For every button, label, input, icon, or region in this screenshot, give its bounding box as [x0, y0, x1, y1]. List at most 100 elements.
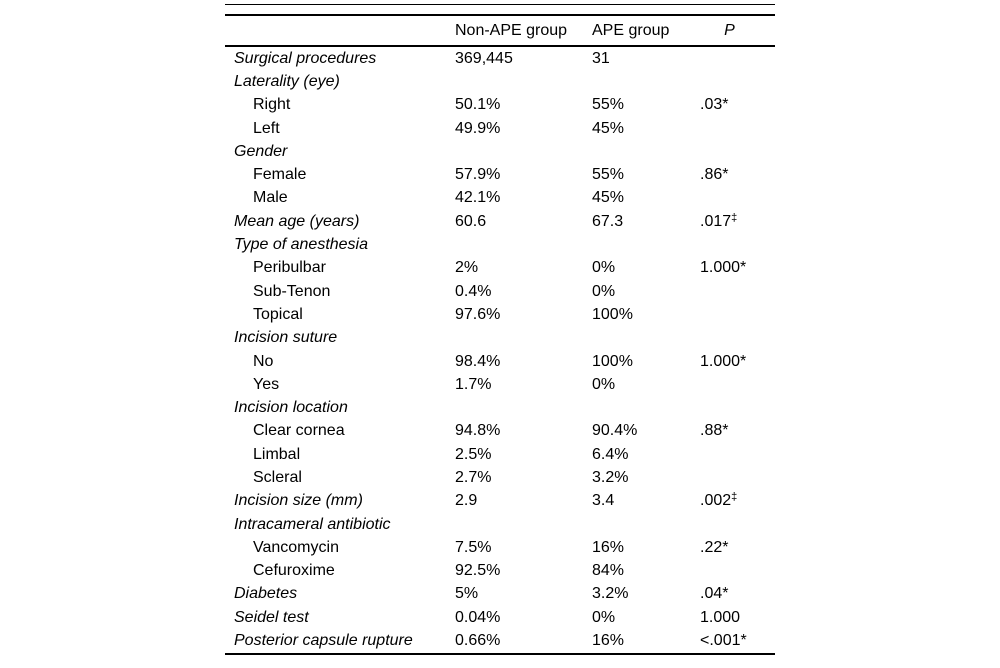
row-label: Incision suture: [234, 329, 338, 347]
table-row: Right 50.1% 55% .03*: [225, 94, 775, 117]
p-value-text: .22*: [700, 538, 729, 556]
ape-value: 31: [592, 49, 610, 67]
table-row: Incision suture: [225, 327, 775, 350]
row-label: Incision location: [234, 399, 348, 417]
table-row: Incision location: [225, 396, 775, 419]
row-label: Mean age (years): [234, 212, 360, 230]
row-label: Surgical procedures: [234, 49, 377, 67]
ape-value: 6.4%: [592, 445, 629, 463]
row-label: Limbal: [253, 445, 301, 463]
ape-value: 100%: [592, 305, 633, 323]
table-row: Diabetes 5% 3.2% .04*: [225, 583, 775, 606]
row-label: Female: [253, 166, 307, 184]
table-row: Sub-Tenon 0.4% 0%: [225, 280, 775, 303]
ape-value: 0%: [592, 259, 616, 277]
table-row: No 98.4% 100% 1.000*: [225, 350, 775, 373]
row-label: Gender: [234, 142, 288, 160]
comparison-table: Non-APE group APE group P Surgical proce…: [225, 0, 775, 660]
row-label: Sub-Tenon: [253, 282, 331, 300]
ape-value: 55%: [592, 166, 625, 184]
row-label: Scleral: [253, 468, 302, 486]
table-top-rule-thick: [225, 14, 775, 16]
row-label: Diabetes: [234, 585, 298, 603]
p-value-text: <.001*: [700, 632, 747, 650]
non-ape-value: 92.5%: [455, 562, 501, 580]
p-value: .002‡: [700, 491, 775, 510]
non-ape-value: 2%: [455, 259, 479, 277]
non-ape-value: 98.4%: [455, 352, 501, 370]
table-row: Clear cornea 94.8% 90.4% .88*: [225, 420, 775, 443]
row-label: No: [253, 352, 274, 370]
row-label: Posterior capsule rupture: [234, 632, 413, 650]
p-value-text: 1.000*: [700, 352, 747, 370]
p-value: 1.000: [700, 609, 775, 627]
ape-value: 0%: [592, 375, 616, 393]
header-p-value: P: [724, 21, 735, 39]
table-row: Surgical procedures 369,445 31: [225, 47, 775, 70]
ape-value: 16%: [592, 632, 625, 650]
non-ape-value: 7.5%: [455, 538, 492, 556]
p-value-text: .002: [700, 492, 732, 510]
p-value-text: .03*: [700, 96, 729, 114]
row-label: Vancomycin: [253, 538, 339, 556]
header-non-ape-group: Non-APE group: [455, 21, 568, 39]
non-ape-value: 49.9%: [455, 119, 501, 137]
ape-value: 3.2%: [592, 468, 629, 486]
p-value-text: .88*: [700, 422, 729, 440]
p-value: .22*: [700, 539, 775, 557]
ape-value: 45%: [592, 119, 625, 137]
non-ape-value: 97.6%: [455, 305, 501, 323]
table-row: Female 57.9% 55% .86*: [225, 163, 775, 186]
non-ape-value: 5%: [455, 585, 479, 603]
table-row: Left 49.9% 45%: [225, 117, 775, 140]
row-label: Peribulbar: [253, 259, 326, 277]
ape-value: 0%: [592, 282, 616, 300]
non-ape-value: 60.6: [455, 212, 487, 230]
header-ape-group: APE group: [592, 21, 670, 39]
table-row: Laterality (eye): [225, 70, 775, 93]
p-value-text: 1.000: [700, 608, 741, 626]
table-row: Cefuroxime 92.5% 84%: [225, 560, 775, 583]
non-ape-value: 0.4%: [455, 282, 492, 300]
non-ape-value: 1.7%: [455, 375, 492, 393]
row-label: Cefuroxime: [253, 562, 335, 580]
table-top-rule-thin: [225, 4, 775, 5]
p-value: .017‡: [700, 212, 775, 231]
table-row: Posterior capsule rupture 0.66% 16% <.00…: [225, 629, 775, 652]
non-ape-value: 0.04%: [455, 608, 501, 626]
row-label: Right: [253, 96, 291, 114]
table-row: Limbal 2.5% 6.4%: [225, 443, 775, 466]
ape-value: 3.4: [592, 492, 615, 510]
non-ape-value: 2.7%: [455, 468, 492, 486]
ape-value: 100%: [592, 352, 633, 370]
p-value-superscript: ‡: [731, 491, 738, 504]
table-row: Gender: [225, 140, 775, 163]
p-value-text: .017: [700, 212, 732, 230]
non-ape-value: 42.1%: [455, 189, 501, 207]
non-ape-value: 0.66%: [455, 632, 501, 650]
table-row: Peribulbar 2% 0% 1.000*: [225, 257, 775, 280]
ape-value: 16%: [592, 538, 625, 556]
table-row: Vancomycin 7.5% 16% .22*: [225, 536, 775, 559]
table-row: Scleral 2.7% 3.2%: [225, 466, 775, 489]
p-value: .03*: [700, 96, 775, 114]
row-label: Topical: [253, 305, 303, 323]
non-ape-value: 369,445: [455, 49, 513, 67]
table-row: Male 42.1% 45%: [225, 187, 775, 210]
table-row: Topical 97.6% 100%: [225, 303, 775, 326]
p-value-text: 1.000*: [700, 259, 747, 277]
table-header-rule: [225, 45, 775, 47]
non-ape-value: 2.9: [455, 492, 478, 510]
table-row: Intracameral antibiotic: [225, 513, 775, 536]
p-value-text: .04*: [700, 585, 729, 603]
ape-value: 55%: [592, 96, 625, 114]
p-value-text: .86*: [700, 166, 729, 184]
table-row: Seidel test 0.04% 0% 1.000: [225, 606, 775, 629]
non-ape-value: 50.1%: [455, 96, 501, 114]
table-row: Yes 1.7% 0%: [225, 373, 775, 396]
row-label: Yes: [253, 375, 280, 393]
table-body: Surgical procedures 369,445 31 Lateralit…: [225, 47, 775, 653]
p-value: 1.000*: [700, 259, 775, 277]
ape-value: 90.4%: [592, 422, 638, 440]
p-value: <.001*: [700, 632, 775, 650]
